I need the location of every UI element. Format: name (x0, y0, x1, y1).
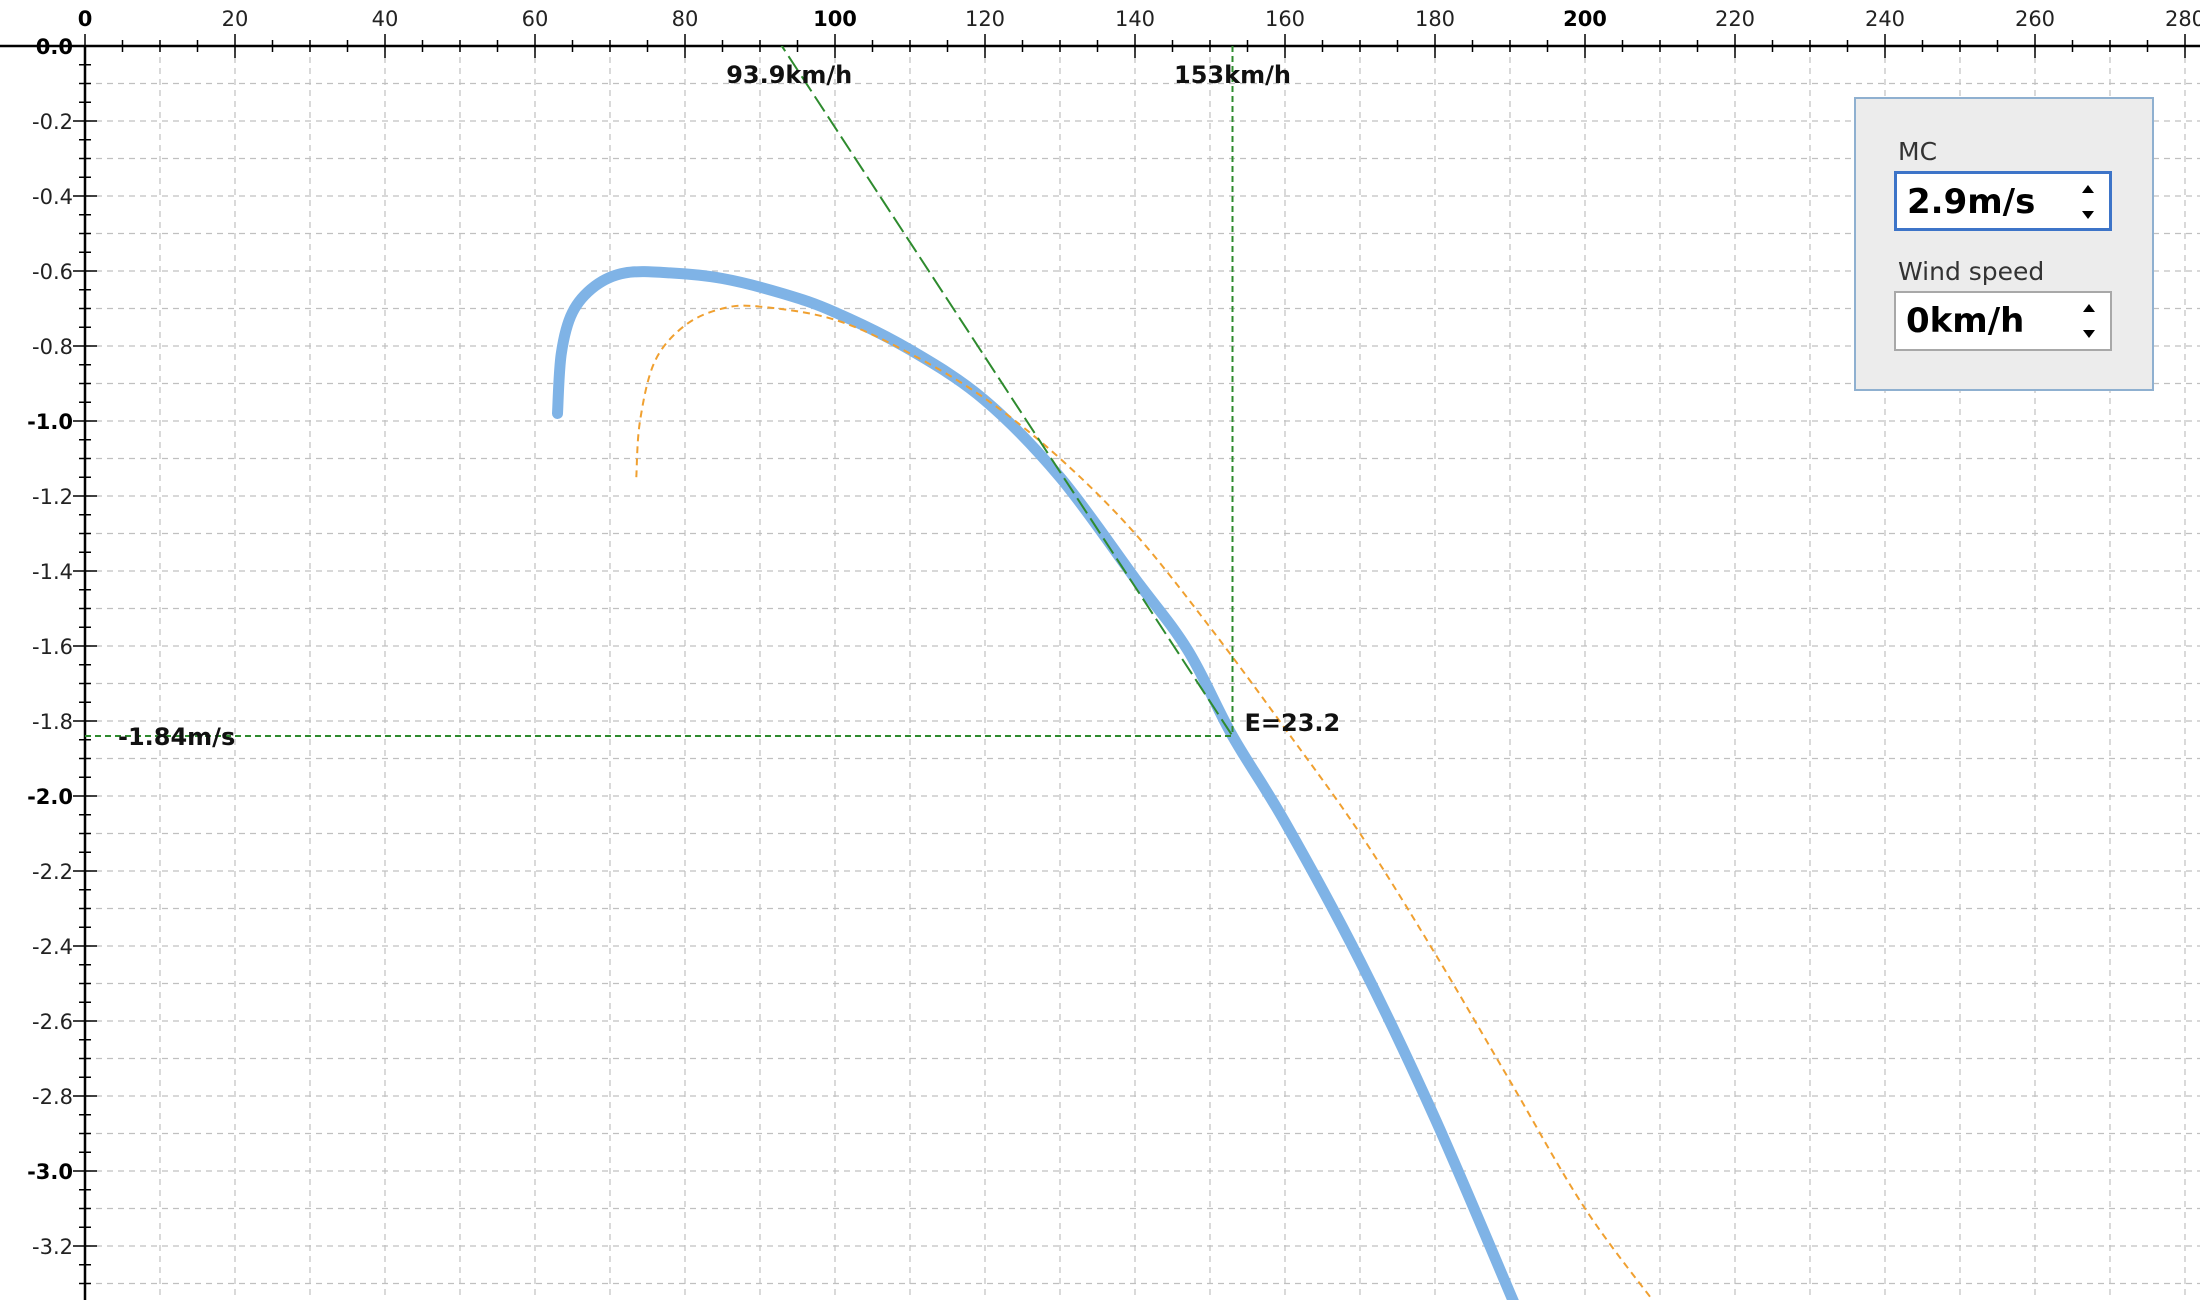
x-tick-label: 260 (2015, 7, 2055, 31)
y-tick-label: -0.8 (32, 335, 73, 359)
wind-up-arrow-icon[interactable] (2076, 299, 2102, 319)
settings-panel: MC 2.9m/s Wind speed 0km/h (1854, 97, 2154, 391)
x-tick-label: 60 (522, 7, 549, 31)
y-tick-label: -2.0 (27, 785, 73, 809)
wind-speed-spinbox[interactable]: 0km/h (1894, 291, 2112, 351)
x-tick-label: 80 (672, 7, 699, 31)
y-tick-label: -0.4 (32, 185, 73, 209)
best-speed-label: 153km/h (1174, 61, 1291, 89)
mc-down-arrow-icon[interactable] (2075, 204, 2101, 224)
mc-up-arrow-icon[interactable] (2075, 180, 2101, 200)
axes (0, 34, 2200, 1300)
annotations: 93.9km/h 153km/h -1.84m/s E=23.2 (118, 61, 1340, 751)
x-tick-label: 20 (222, 7, 249, 31)
x-tick-label: 240 (1865, 7, 1905, 31)
y-tick-label: -1.4 (32, 560, 73, 584)
mc-tangent-line (780, 46, 1234, 737)
y-tick-label: -1.0 (27, 410, 73, 434)
wind-spin-buttons (2076, 299, 2102, 345)
wind-speed-label: Wind speed (1898, 257, 2045, 286)
y-tick-label: -0.2 (32, 110, 73, 134)
mc-speed-label: 93.9km/h (726, 61, 852, 89)
y-tick-label: -2.4 (32, 935, 73, 959)
grid (85, 46, 2200, 1300)
x-tick-label: 180 (1415, 7, 1455, 31)
tick-labels: 0 20 40 60 80 100 120 140 160 180 200 220 240 260 280 0… (27, 7, 2200, 1259)
y-tick-label: -2.8 (32, 1085, 73, 1109)
y-tick-label: -1.2 (32, 485, 73, 509)
y-tick-label: -3.0 (27, 1160, 73, 1184)
x-tick-label: 100 (813, 7, 857, 31)
x-tick-label: 200 (1563, 7, 1607, 31)
y-tick-label: -1.8 (32, 710, 73, 734)
y-tick-label: 0.0 (36, 35, 73, 59)
y-tick-label: -2.6 (32, 1010, 73, 1034)
x-tick-label: 220 (1715, 7, 1755, 31)
reference-polar-curve (635, 304, 1654, 1300)
x-tick-label: 120 (965, 7, 1005, 31)
y-tick-label: -1.6 (32, 635, 73, 659)
glide-ratio-label: E=23.2 (1245, 709, 1341, 737)
mc-value[interactable]: 2.9m/s (1907, 182, 2036, 222)
x-tick-label: 40 (372, 7, 399, 31)
sink-rate-label: -1.84m/s (118, 723, 235, 751)
y-tick-label: -2.2 (32, 860, 73, 884)
wind-down-arrow-icon[interactable] (2076, 323, 2102, 343)
x-tick-label: 0 (78, 7, 93, 31)
wind-speed-value[interactable]: 0km/h (1906, 301, 2025, 341)
x-tick-label: 160 (1265, 7, 1305, 31)
mc-spinbox[interactable]: 2.9m/s (1894, 171, 2112, 231)
polar-curve (552, 266, 1519, 1300)
y-tick-label: -0.6 (32, 260, 73, 284)
x-tick-label: 280 (2165, 7, 2200, 31)
guide-lines (85, 46, 1234, 737)
x-tick-label: 140 (1115, 7, 1155, 31)
mc-spin-buttons (2075, 180, 2101, 226)
y-tick-label: -3.2 (32, 1235, 73, 1259)
mc-label: MC (1898, 137, 1938, 166)
series-layer (552, 46, 1654, 1300)
